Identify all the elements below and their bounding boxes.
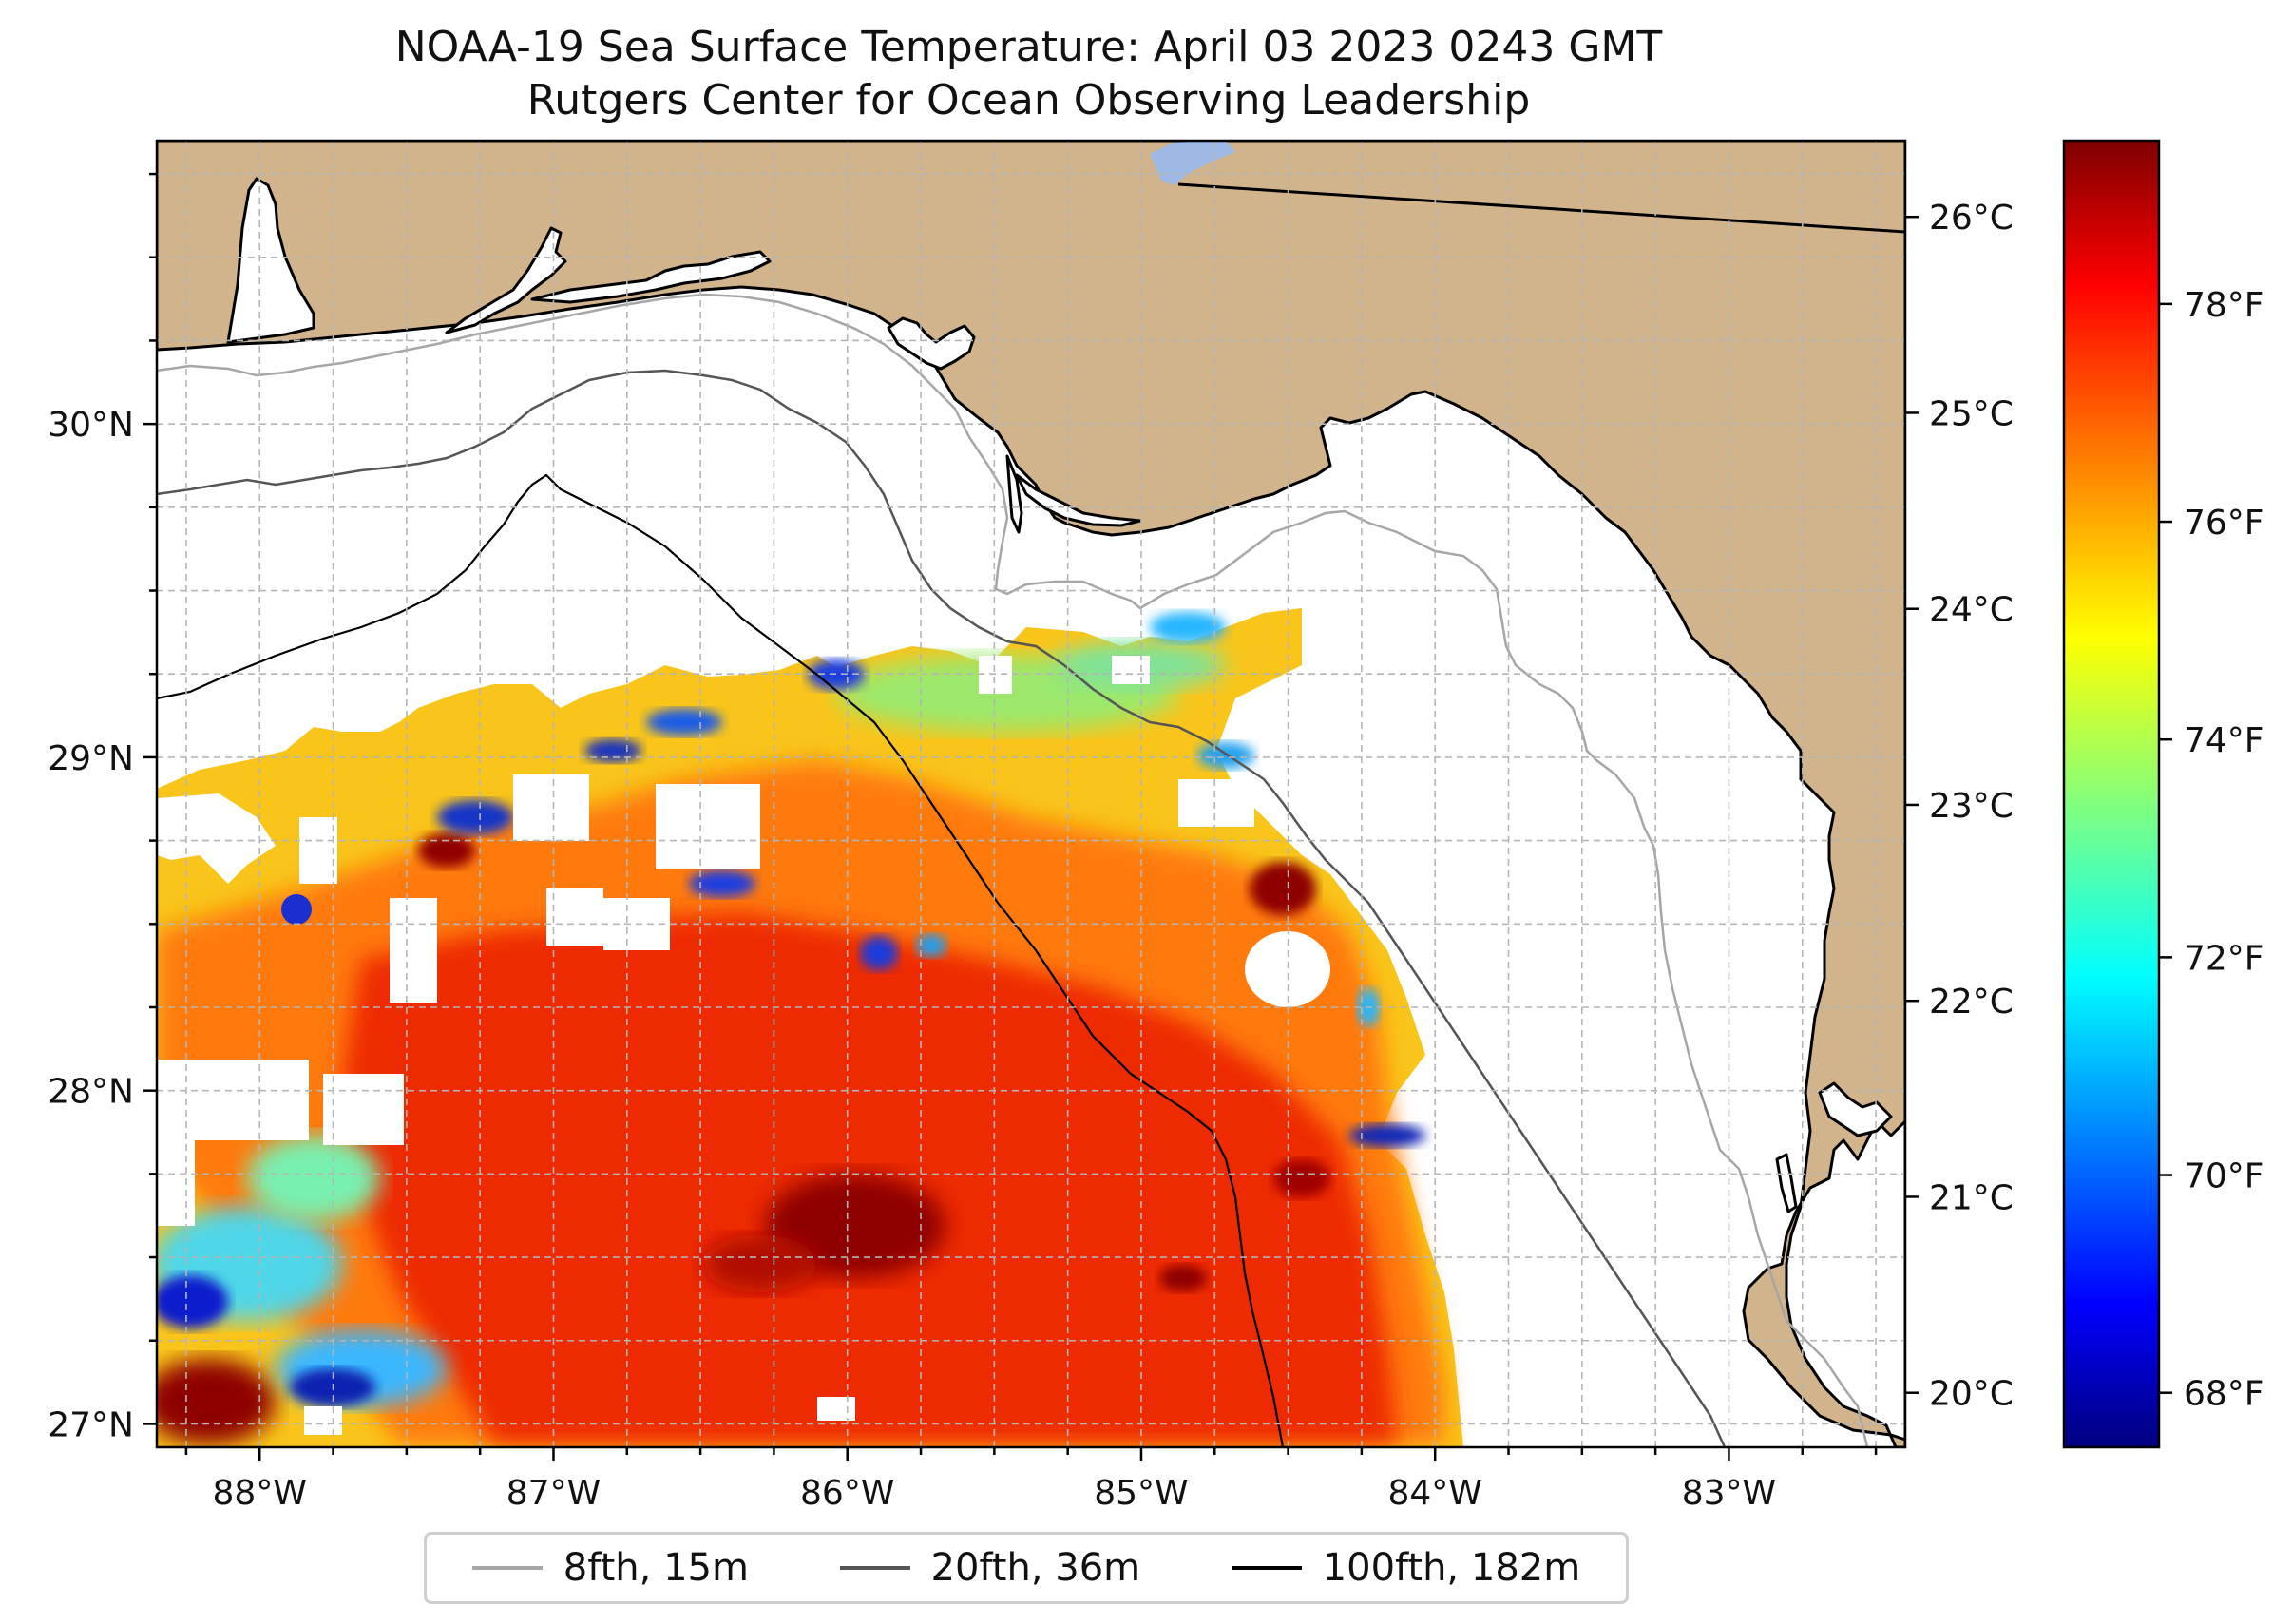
sst-cool-spot — [689, 870, 755, 897]
colorbar-c-label: 26°C — [1929, 199, 2014, 238]
cloud-gap — [299, 817, 337, 884]
cloud-gap — [817, 1397, 855, 1421]
sst-cool-spot — [860, 936, 898, 970]
cloud-gap — [1178, 779, 1254, 827]
colorbar-f-label: 72°F — [2184, 939, 2264, 978]
legend-swatch-8fth — [471, 1566, 543, 1570]
lon-tick-label: 86°W — [800, 1474, 894, 1513]
colorbar-f-label: 74°F — [2184, 721, 2264, 760]
mobile-bay — [226, 177, 315, 344]
legend-label-20fth: 20fth, 36m — [930, 1546, 1141, 1590]
sst-cool-spot — [808, 659, 865, 690]
cloud-gap — [323, 1074, 404, 1145]
colorbar-labels: 78°F 76°F 74°F 72°F 70°F 68°F 26°C 25°C 24°C 23°C… — [1929, 199, 2264, 1414]
lon-tick-label: 85°W — [1094, 1474, 1188, 1513]
contour-8fth — [157, 293, 1869, 1447]
figure-title-line-2: Rutgers Center for Ocean Observing Leade… — [526, 76, 1531, 124]
cloud-gap — [304, 1406, 342, 1435]
cloud-gap — [656, 784, 760, 869]
cloud-gap — [1245, 931, 1330, 1007]
contour-20fth — [157, 369, 1727, 1447]
legend-item-20fth: 20fth, 36m — [839, 1546, 1141, 1590]
contour-legend: 8fth, 15m 20fth, 36m 100fth, 182m — [424, 1532, 1629, 1604]
lon-tick-label: 83°W — [1682, 1474, 1776, 1513]
colorbar-c-label: 22°C — [1929, 983, 2014, 1022]
legend-swatch-20fth — [839, 1566, 910, 1570]
sst-warm-spot — [1250, 862, 1316, 915]
sst-cool-spot — [1150, 612, 1226, 642]
sst-cool-spot — [916, 934, 946, 957]
colorbar-c-label: 23°C — [1929, 787, 2014, 826]
map-axis-ticks — [143, 172, 1878, 1461]
cloud-gap — [390, 898, 437, 1003]
cloud-gap — [1112, 656, 1150, 684]
legend-item-8fth: 8fth, 15m — [471, 1546, 749, 1590]
lake-pontchartrain — [1150, 141, 1235, 185]
colorbar-f-label: 76°F — [2184, 504, 2264, 543]
lat-tick-label: 30°N — [48, 406, 134, 445]
sst-cool-spot — [584, 739, 641, 762]
colorbar-f-label: 70°F — [2184, 1157, 2264, 1196]
barrier-island — [1005, 454, 1023, 534]
sst-cool-spot — [281, 894, 312, 925]
map-tick-labels: 88°W 87°W 86°W 85°W 84°W 83°W 30°N 29°N 28°N 27°N — [48, 406, 1776, 1513]
colorbar-c-label: 24°C — [1929, 591, 2014, 630]
legend-item-100fth: 100fth, 182m — [1231, 1546, 1581, 1590]
sst-warm-spot — [157, 1359, 276, 1444]
choctawhatchee-bay — [530, 250, 772, 304]
sst-warm-spot — [703, 1235, 817, 1292]
lat-tick-label: 27°N — [48, 1405, 134, 1444]
colorbar-ticks — [1905, 215, 2172, 1394]
sst-cool-spot — [437, 800, 513, 834]
cloud-gap — [513, 774, 589, 841]
sst-warm-spot — [1159, 1265, 1207, 1291]
legend-swatch-100fth — [1231, 1566, 1302, 1570]
sst-cool-region — [247, 1136, 380, 1221]
colorbar-c-label: 25°C — [1929, 394, 2014, 433]
sst-data-field — [157, 608, 1463, 1447]
colorbar-c-label: 20°C — [1929, 1375, 2014, 1414]
lon-tick-label: 88°W — [213, 1474, 307, 1513]
colorbar — [2062, 139, 2161, 1449]
lon-tick-label: 84°W — [1388, 1474, 1482, 1513]
colorbar-c-label: 21°C — [1929, 1178, 2014, 1217]
sst-cool-spot — [1197, 742, 1254, 769]
charlotte-harbor — [1775, 1153, 1798, 1213]
map-panel — [157, 141, 1905, 1447]
cloud-gap — [157, 1060, 309, 1140]
sst-cool-spot — [1349, 1124, 1425, 1147]
cloud-gaps — [157, 656, 1330, 1435]
cloud-gap — [546, 888, 603, 946]
lon-tick-label: 87°W — [506, 1474, 601, 1513]
sst-cool-spot — [646, 709, 722, 736]
legend-label-100fth: 100fth, 182m — [1322, 1546, 1581, 1590]
tampa-bay — [1818, 1081, 1893, 1137]
legend-label-8fth: 8fth, 15m — [563, 1546, 749, 1590]
map-gridlines — [157, 141, 1905, 1447]
sst-warm-spot — [418, 833, 475, 868]
lat-tick-label: 29°N — [48, 739, 134, 778]
colorbar-f-label: 68°F — [2184, 1375, 2264, 1414]
sst-cool-spot — [157, 1275, 228, 1328]
colorbar-f-label: 78°F — [2184, 286, 2264, 325]
figure-title-line-1: NOAA-19 Sea Surface Temperature: April 0… — [394, 23, 1663, 71]
cloud-gap — [157, 1140, 195, 1226]
map-frame — [155, 139, 1907, 1449]
land-inlets — [226, 177, 1893, 1213]
lat-tick-label: 28°N — [48, 1073, 134, 1112]
sst-warm-spot — [1273, 1159, 1330, 1197]
state-boundary — [1177, 182, 1905, 234]
apalachicola-bay — [1015, 473, 1142, 527]
